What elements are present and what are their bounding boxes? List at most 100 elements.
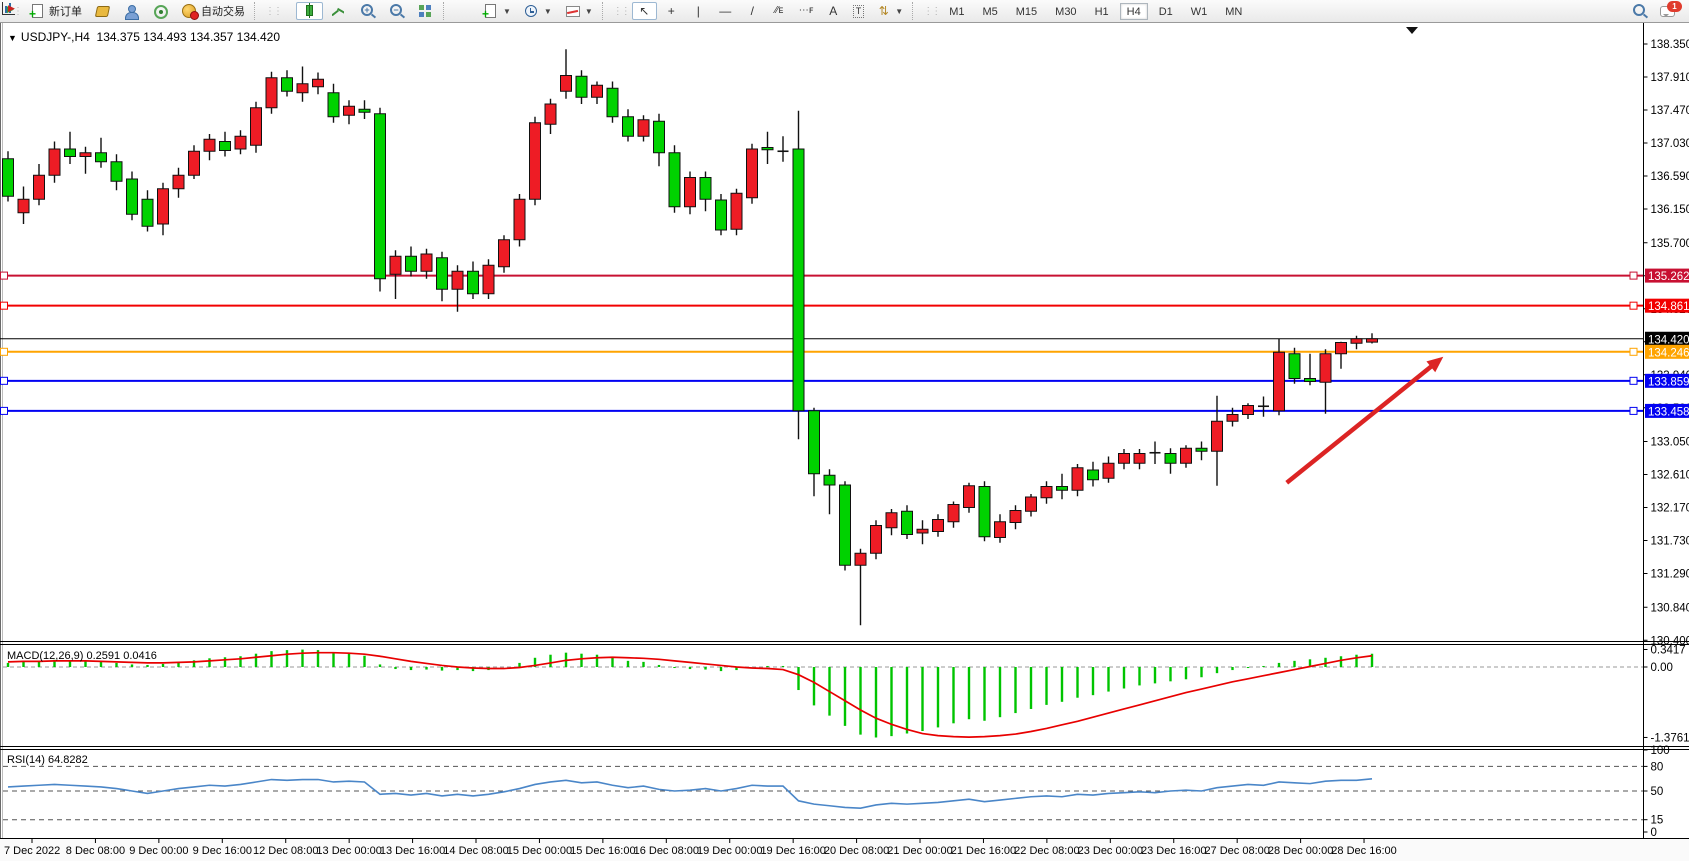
toolbar-grip[interactable]: ⋮⋮ [923,5,941,17]
signals-button[interactable] [147,2,174,20]
timeframe-button-w1[interactable]: W1 [1190,5,1208,18]
svg-text:28 Dec 16:00: 28 Dec 16:00 [1331,845,1396,857]
ohlc-values: 134.375 134.493 134.357 134.420 [96,30,281,44]
timeframe-button-m15[interactable]: M15 [1015,5,1038,18]
crosshair-tool-button[interactable]: + [659,2,684,20]
price-label: 133.859 [1645,373,1689,388]
text-tool-button[interactable]: A [821,2,846,20]
search-button[interactable] [1626,2,1653,20]
rsi-value: 64.8282 [47,754,88,766]
chevron-down-icon: ▼ [543,6,552,16]
timeframe-button-m30[interactable]: M30 [1055,5,1077,18]
timeframe-button-m5[interactable]: M5 [982,5,998,18]
zoom-in-icon: + [359,3,376,19]
chart-title-collapse-icon[interactable]: ▼ [8,33,17,43]
cursor-tool-button[interactable]: ↖ [631,2,657,20]
candles-layer [2,49,1378,626]
templates-button[interactable]: ▼ [559,2,598,20]
svg-text:15 Dec 00:00: 15 Dec 00:00 [507,845,572,857]
toolbar-grip[interactable]: ⋮⋮ [612,5,631,17]
autotrading-icon [181,3,199,20]
svg-text:0.3417: 0.3417 [1651,645,1686,657]
chart-shift-button[interactable]: ▶ [2,2,475,20]
fibonacci-button[interactable]: ⋯ꜰ [794,2,819,20]
chevron-down-icon: ▼ [584,6,593,16]
toolbar-grip[interactable]: ⋮⋮ [5,5,23,17]
svg-text:133.859: 133.859 [1648,376,1689,388]
trend-arrow-annotation[interactable] [1285,356,1444,485]
svg-text:133.458: 133.458 [1648,406,1689,418]
horizontal-line-133.458[interactable] [0,406,1644,415]
indicators-icon: + [482,3,499,20]
time-axis[interactable] [0,839,1689,861]
autotrading-button[interactable]: 自动交易 [176,2,250,20]
svg-text:134.246: 134.246 [1648,347,1689,359]
vertical-line-button[interactable]: | [686,2,711,20]
horizontal-line-134.246[interactable] [0,347,1644,356]
svg-text:131.730: 131.730 [1651,536,1689,548]
toolbar-grip[interactable]: ⋮⋮ [265,5,283,17]
chart-window[interactable]: 138.350 137.910 137.470 137.030 136.590 136.1… [0,23,1689,861]
macd-pane[interactable] [6,649,1374,738]
candlestick-chart-button[interactable] [296,2,323,20]
timeframe-button-h4[interactable]: H4 [1119,2,1148,20]
channel-button[interactable]: ⁄⁄ᴇ [767,2,792,20]
macd-signal-value: 0.0416 [123,650,157,662]
horizontal-line-135.262[interactable] [0,271,1644,280]
timeframe-button-m1[interactable]: M1 [949,5,965,18]
chart-canvas[interactable]: 138.350 137.910 137.470 137.030 136.590 136.1… [0,23,1689,861]
svg-text:9 Dec 00:00: 9 Dec 00:00 [129,845,188,857]
svg-text:15: 15 [1651,815,1664,827]
timeframe-button-d1[interactable]: D1 [1158,5,1173,18]
horizontal-line-133.859[interactable] [0,376,1644,385]
indicators-button[interactable]: + ▼ [477,2,516,20]
crosshair-icon: + [667,4,675,18]
auto-scroll-button[interactable]: ▶ [2,2,463,20]
chart-shift-marker[interactable] [1406,27,1418,34]
timeframe-button-h1[interactable]: H1 [1094,5,1109,18]
tile-windows-button[interactable] [412,2,439,20]
svg-text:138.350: 138.350 [1651,39,1689,51]
svg-text:14 Dec 08:00: 14 Dec 08:00 [443,845,508,857]
svg-text:-1.3761: -1.3761 [1651,732,1689,744]
line-chart-button[interactable] [325,2,352,20]
rsi-pane[interactable] [7,778,1373,810]
price-label: 135.262 [1645,268,1689,283]
trendline-button[interactable]: / [740,2,765,20]
price-label: 134.420 [1645,331,1689,346]
svg-text:19 Dec 00:00: 19 Dec 00:00 [697,845,762,857]
arrows-button[interactable]: ⇅ ▼ [871,2,908,20]
zoom-out-button[interactable]: − [383,2,410,20]
zoom-in-button[interactable]: + [354,2,381,20]
svg-text:137.910: 137.910 [1651,72,1689,84]
timeframe-button-mn[interactable]: MN [1225,5,1243,18]
profile-icon [123,3,140,20]
trendline-icon: / [750,4,754,18]
chart-shift-icon: ▶ [2,2,15,15]
horizontal-line-134.861[interactable] [0,301,1644,310]
svg-text:134.861: 134.861 [1648,301,1689,313]
notification-badge: 1 [1667,1,1682,12]
svg-text:8 Dec 08:00: 8 Dec 08:00 [66,845,125,857]
charts-button[interactable] [89,2,116,20]
bar-chart-button[interactable] [2,2,294,20]
text-label-button[interactable]: T [848,2,870,20]
svg-text:132.610: 132.610 [1651,470,1689,482]
periods-button[interactable]: ▼ [518,2,557,20]
svg-text:15 Dec 16:00: 15 Dec 16:00 [570,845,635,857]
horizontal-line-icon: — [719,4,732,18]
svg-text:100: 100 [1651,745,1670,757]
new-order-button[interactable]: + 新订单 [24,2,87,20]
horizontal-line-button[interactable]: — [713,2,738,20]
svg-text:13 Dec 16:00: 13 Dec 16:00 [380,845,445,857]
vertical-line-icon: | [696,4,700,18]
rsi-line [7,778,1373,810]
market-watch-button[interactable] [118,2,145,20]
svg-text:22 Dec 08:00: 22 Dec 08:00 [1014,845,1079,857]
time-axis-labels: 7 Dec 2022 8 Dec 08:00 9 Dec 00:00 9 Dec 16… [4,838,1397,857]
svg-text:13 Dec 00:00: 13 Dec 00:00 [316,845,381,857]
notifications-button[interactable]: 1 [1655,1,1685,20]
price-label: 133.458 [1645,403,1689,418]
svg-text:130.840: 130.840 [1651,602,1689,614]
svg-text:0: 0 [1651,827,1657,839]
